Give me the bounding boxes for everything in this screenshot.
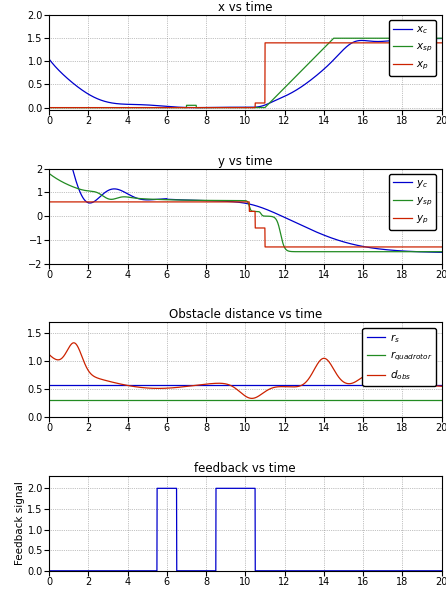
Y-axis label: Feedback signal: Feedback signal: [15, 481, 25, 565]
Title: y vs time: y vs time: [218, 155, 273, 167]
Title: Obstacle distance vs time: Obstacle distance vs time: [169, 308, 322, 321]
Title: feedback vs time: feedback vs time: [194, 462, 296, 475]
Legend: $y_c$, $y_{sp}$, $y_p$: $y_c$, $y_{sp}$, $y_p$: [388, 174, 436, 230]
Title: x vs time: x vs time: [218, 1, 273, 14]
Legend: $r_s$, $r_{quadrotor}$, $d_{obs}$: $r_s$, $r_{quadrotor}$, $d_{obs}$: [363, 327, 436, 387]
Legend: $x_c$, $x_{sp}$, $x_p$: $x_c$, $x_{sp}$, $x_p$: [388, 21, 436, 77]
